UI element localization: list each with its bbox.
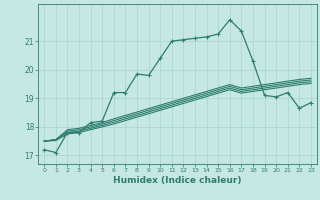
X-axis label: Humidex (Indice chaleur): Humidex (Indice chaleur) (113, 176, 242, 185)
